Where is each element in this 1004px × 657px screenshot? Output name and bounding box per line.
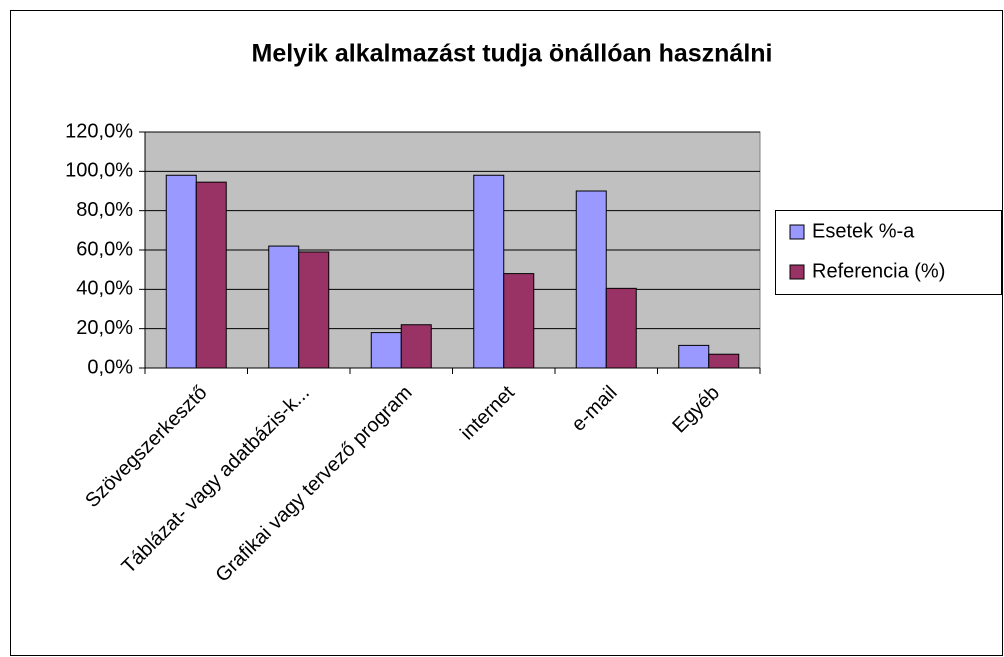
legend-swatch: [789, 224, 805, 240]
y-tick-label: 120,0%: [65, 120, 133, 142]
legend-label: Esetek %-a: [812, 220, 915, 242]
bar: [678, 344, 710, 369]
bar: [708, 353, 740, 369]
bar: [165, 174, 197, 369]
bar: [400, 324, 432, 369]
bar: [195, 181, 227, 369]
legend-box: [775, 210, 1002, 295]
y-tick-label: 60,0%: [76, 238, 133, 260]
bar: [370, 332, 402, 369]
y-tick-label: 0,0%: [87, 356, 133, 378]
y-tick-label: 20,0%: [76, 317, 133, 339]
bar: [298, 251, 330, 369]
legend-swatch: [789, 264, 805, 280]
bar: [473, 174, 505, 369]
bar: [575, 190, 607, 369]
bar: [605, 287, 637, 369]
y-tick-label: 100,0%: [65, 160, 133, 182]
chart-title: Melyik alkalmazást tudja önállóan haszná…: [252, 40, 773, 68]
bar: [268, 245, 300, 369]
bar: [503, 273, 535, 369]
y-tick-label: 40,0%: [76, 278, 133, 300]
y-tick-label: 80,0%: [76, 199, 133, 221]
legend-label: Referencia (%): [812, 260, 945, 282]
